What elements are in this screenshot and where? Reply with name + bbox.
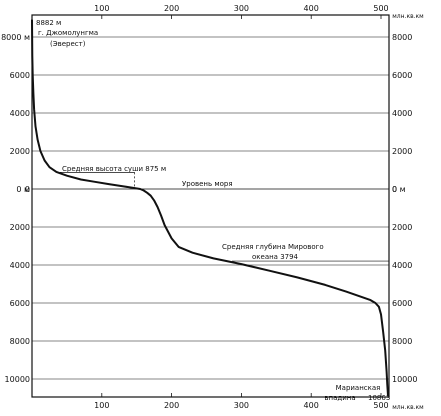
series-line-hypsographic-curve bbox=[31, 19, 389, 397]
y-tick-label-right: 4000 bbox=[392, 261, 412, 270]
x-tick-label-bottom: 500 bbox=[373, 401, 388, 410]
x-tick-label-top: 100 bbox=[94, 4, 109, 13]
y-tick-label-zero-left: 0 м bbox=[16, 185, 30, 194]
grid-lines bbox=[32, 36, 389, 380]
y-tick-label-right: 8000 bbox=[392, 337, 412, 346]
x-tick-label-bottom: 100 bbox=[94, 401, 109, 410]
x-tick-label-top: 400 bbox=[304, 4, 319, 13]
sea-level-label: Уровень моря bbox=[182, 180, 233, 188]
ocean-mean-label: Средняя глубина Мирового bbox=[222, 243, 324, 251]
y-axis-ticks: 8000 м 8000 6000 6000 4000 4000 2000 2000 0 0 2000… bbox=[1, 33, 417, 384]
x-unit-label-top: млн.кв.км bbox=[392, 13, 423, 20]
y-tick-label-right: 2000 bbox=[392, 147, 412, 156]
mean-markers bbox=[60, 172, 389, 262]
land-mean-label: Средняя высота суши 875 м bbox=[62, 165, 166, 173]
y-tick-label-zero-right: 0 м bbox=[392, 185, 406, 194]
y-tick-label-left: 6000 bbox=[10, 299, 30, 308]
peak-name-label: г. Джомолунгма bbox=[38, 29, 98, 37]
plot-frame bbox=[31, 14, 390, 398]
y-tick-label-left: 2000 bbox=[10, 223, 30, 232]
y-tick-label-right: 8000 bbox=[392, 33, 412, 42]
x-tick-label-top: 200 bbox=[164, 4, 179, 13]
x-axis-ticks: 100 100 200 200 300 300 400 400 500 500 bbox=[94, 4, 388, 410]
y-tick-label-right: 4000 bbox=[392, 109, 412, 118]
x-tick-label-top: 500 bbox=[373, 4, 388, 13]
y-tick-label-right: 6000 bbox=[392, 71, 412, 80]
trench-depth-label: 10863 bbox=[368, 394, 390, 402]
y-tick-label-left: 10000 bbox=[5, 375, 30, 384]
x-tick-label-bottom: 400 bbox=[304, 401, 319, 410]
trench-name-label-2: впадина bbox=[324, 394, 355, 402]
x-unit-label-bottom: млн.кв.км bbox=[392, 404, 423, 411]
y-tick-label-left: 4000 bbox=[10, 109, 30, 118]
y-tick-label-left: 4000 bbox=[10, 261, 30, 270]
trench-name-label: Марианская bbox=[336, 384, 381, 392]
x-tick-label-top: 300 bbox=[234, 4, 249, 13]
y-tick-label-right: 6000 bbox=[392, 299, 412, 308]
x-tick-label-bottom: 300 bbox=[234, 401, 249, 410]
y-tick-label-right: 10000 bbox=[392, 375, 417, 384]
y-tick-label-left: 2000 bbox=[10, 147, 30, 156]
ocean-mean-label-2: океана 3794 bbox=[252, 253, 299, 261]
x-tick-label-bottom: 200 bbox=[164, 401, 179, 410]
y-tick-label-right: 0 bbox=[392, 185, 397, 194]
y-tick-label-left: 8000 м bbox=[1, 33, 30, 42]
peak-value-label: 8882 м bbox=[36, 19, 61, 27]
y-tick-label-left: 6000 bbox=[10, 71, 30, 80]
peak-name-label-2: (Эверест) bbox=[50, 40, 86, 48]
y-tick-label-left: 0 bbox=[25, 185, 30, 194]
y-tick-label-right: 2000 bbox=[392, 223, 412, 232]
y-tick-label-left: 8000 bbox=[10, 337, 30, 346]
